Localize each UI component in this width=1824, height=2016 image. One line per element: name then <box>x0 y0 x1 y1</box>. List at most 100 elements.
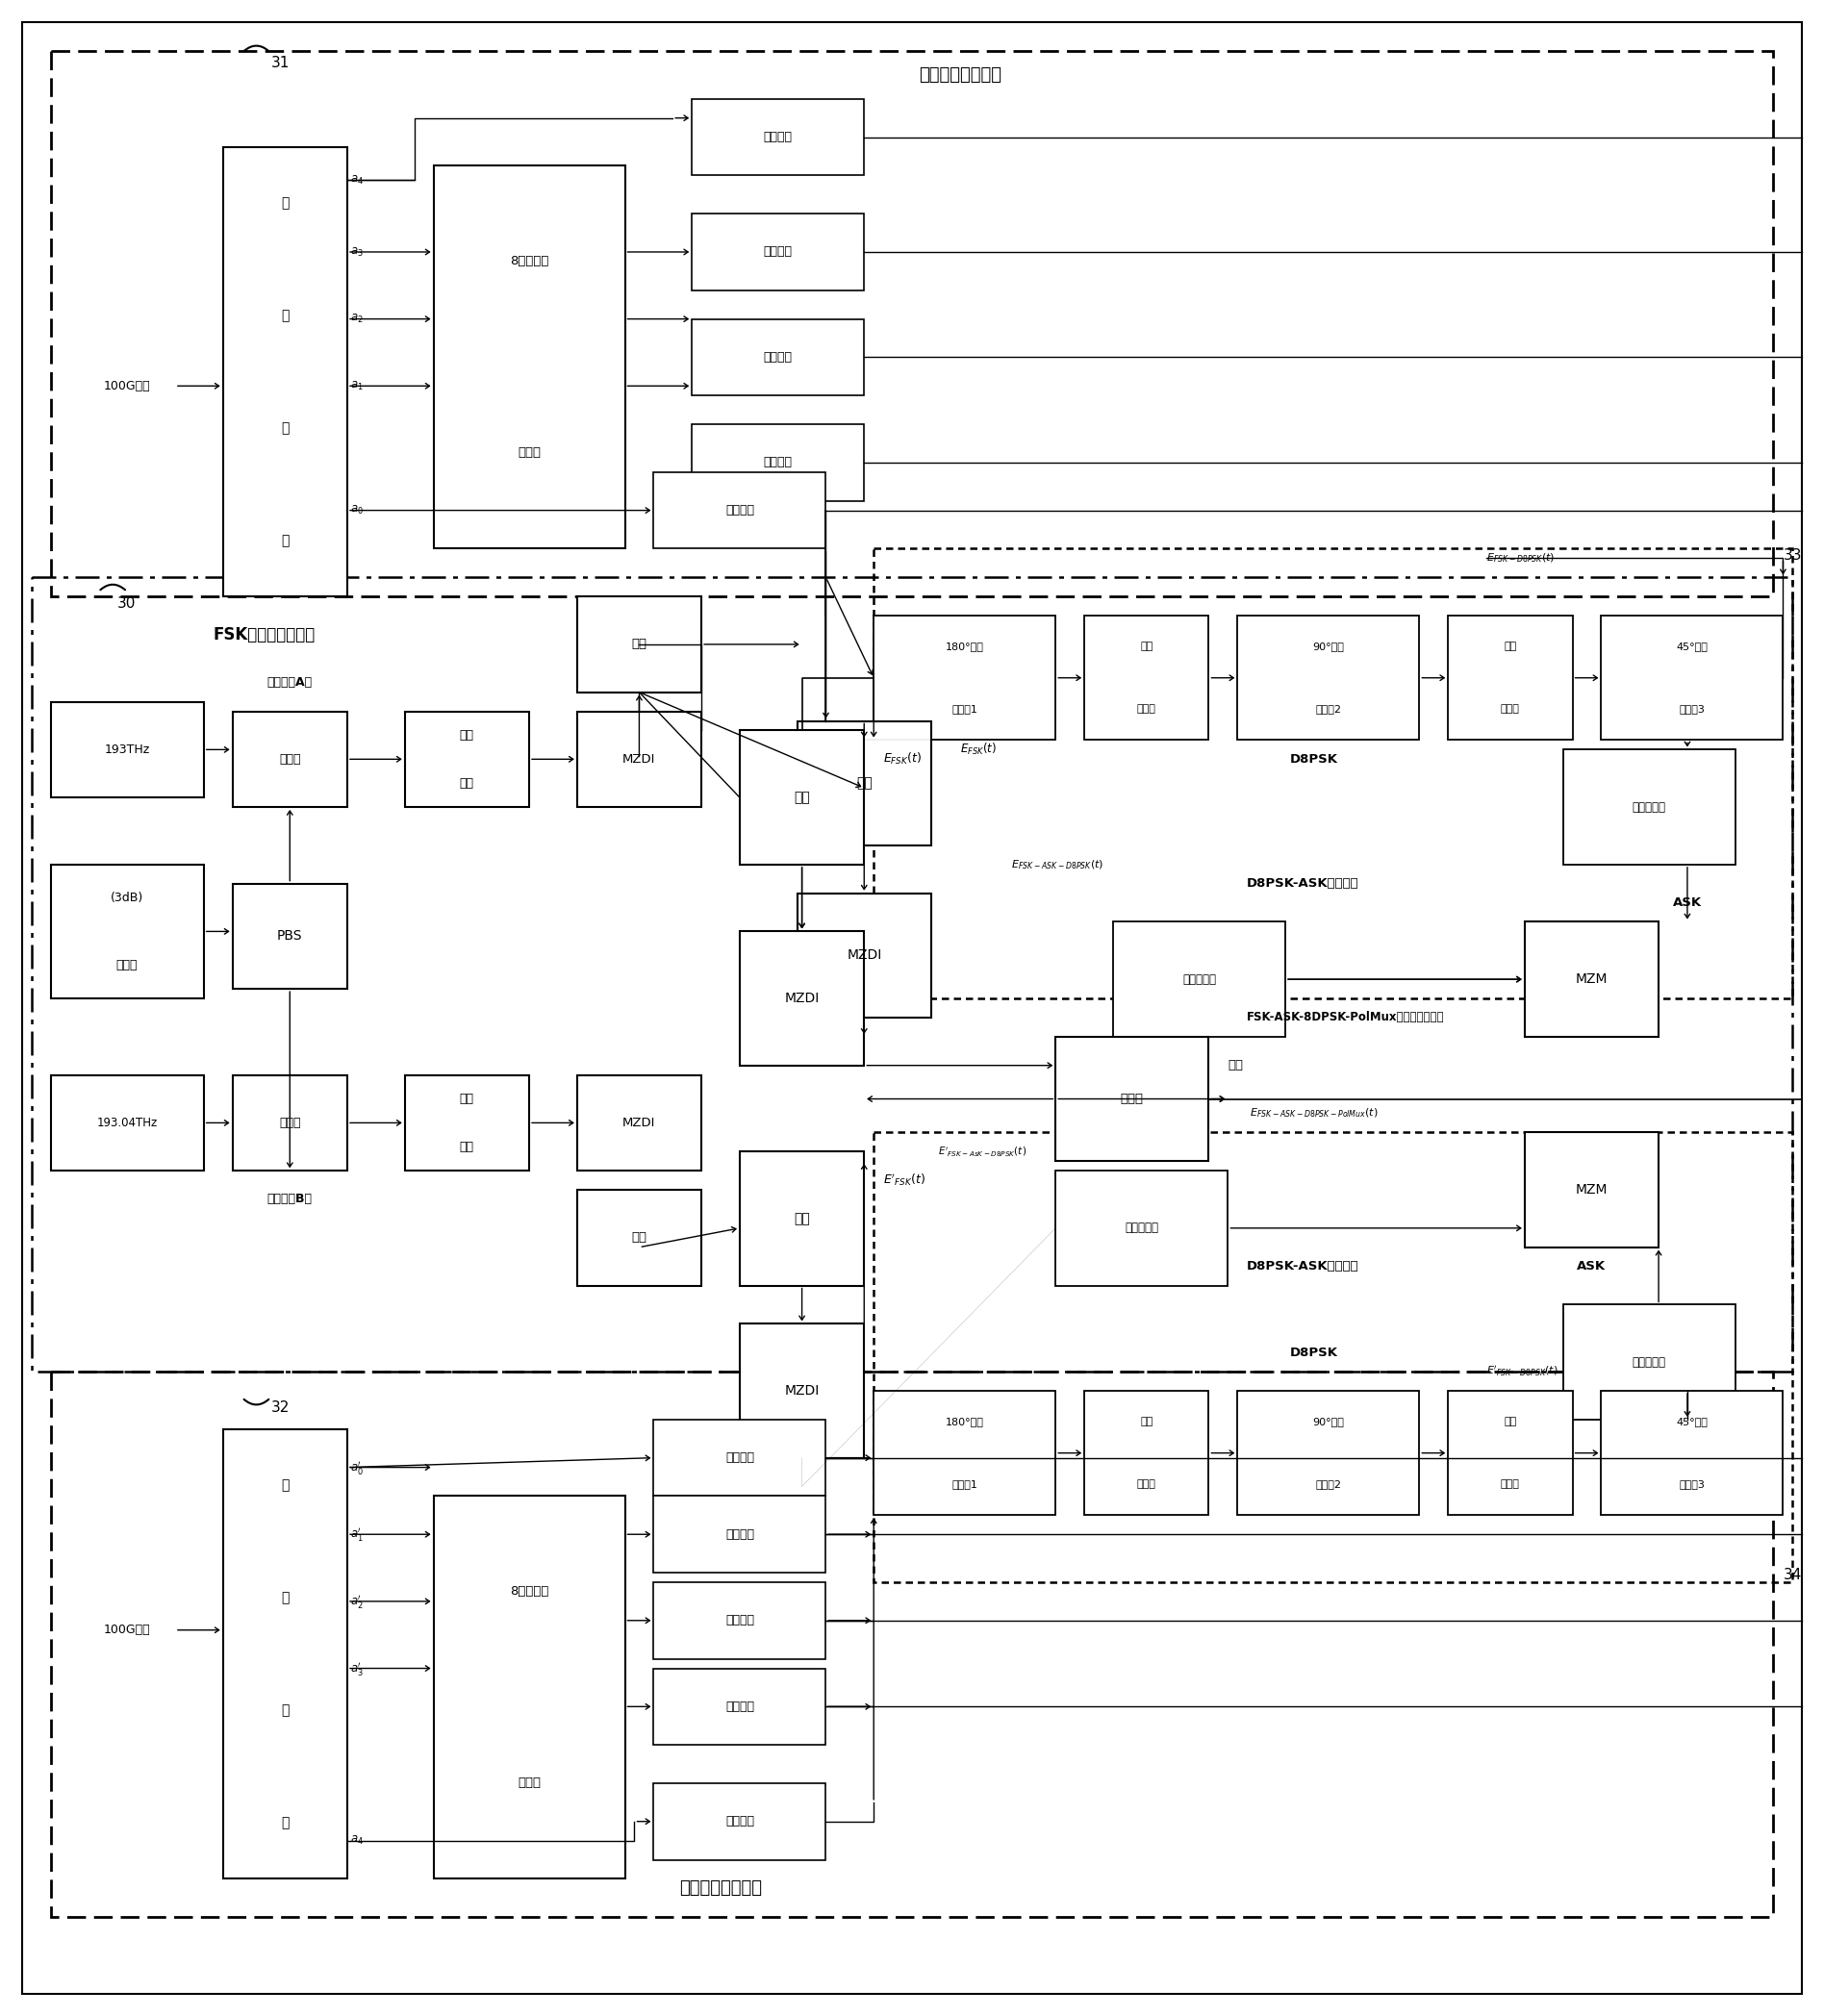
Bar <box>405 1075 529 1171</box>
Text: 8进制差分: 8进制差分 <box>509 256 549 268</box>
Text: 32: 32 <box>270 1401 290 1415</box>
Text: 耦合器: 耦合器 <box>117 960 139 972</box>
Text: MZM: MZM <box>1576 1183 1607 1198</box>
Text: 基带信号串并转换: 基带信号串并转换 <box>919 67 1001 83</box>
Text: 编码器: 编码器 <box>518 1776 540 1790</box>
Text: 差分: 差分 <box>855 776 872 790</box>
Bar <box>434 1496 626 1879</box>
Text: 控制器: 控制器 <box>1501 1480 1519 1490</box>
Bar <box>653 1669 826 1746</box>
Text: 脉冲成形: 脉冲成形 <box>764 131 792 143</box>
Text: 调制: 调制 <box>460 1141 474 1153</box>
Text: $E'_{FSK}(t)$: $E'_{FSK}(t)$ <box>883 1171 925 1187</box>
Text: 脉冲成形: 脉冲成形 <box>726 1528 753 1540</box>
Bar <box>223 1429 347 1879</box>
Text: 并: 并 <box>281 308 288 323</box>
Text: 100G数据: 100G数据 <box>104 379 151 393</box>
Bar <box>1525 921 1658 1036</box>
Text: 基带信号串并转换: 基带信号串并转换 <box>679 1879 762 1897</box>
Bar <box>653 1583 826 1659</box>
Bar <box>1056 1171 1228 1286</box>
Text: 并: 并 <box>281 1591 288 1605</box>
Bar <box>874 615 1056 740</box>
Bar <box>691 214 865 290</box>
Text: 偏振: 偏振 <box>1140 641 1153 651</box>
Text: D8PSK-ASK串行调制: D8PSK-ASK串行调制 <box>1248 1260 1359 1272</box>
Text: 调制器2: 调制器2 <box>1315 1480 1341 1490</box>
Bar <box>874 1391 1056 1516</box>
Bar <box>1083 615 1209 740</box>
Text: 脉冲成形: 脉冲成形 <box>764 456 792 470</box>
Bar <box>653 1784 826 1859</box>
Bar <box>691 99 865 175</box>
Bar <box>874 548 1793 998</box>
Text: 偏振: 偏振 <box>1140 1417 1153 1427</box>
Text: 控制器: 控制器 <box>1136 704 1156 714</box>
Text: ASK: ASK <box>1673 897 1702 909</box>
Text: MZDI: MZDI <box>622 752 657 766</box>
Bar <box>232 1075 347 1171</box>
Bar <box>1083 1391 1209 1516</box>
Text: 30: 30 <box>117 597 137 611</box>
Text: $a_1$: $a_1$ <box>350 379 363 393</box>
Text: 相位: 相位 <box>460 730 474 742</box>
Text: 放大: 放大 <box>1228 1058 1244 1073</box>
Text: 差分: 差分 <box>631 639 648 651</box>
Bar <box>797 722 930 845</box>
Text: 脉冲成形: 脉冲成形 <box>726 1452 753 1464</box>
Bar <box>1601 615 1784 740</box>
Bar <box>405 712 529 806</box>
Text: 编码器: 编码器 <box>518 448 540 460</box>
Text: $E'_{FSK-D8PSK}(t)$: $E'_{FSK-D8PSK}(t)$ <box>1487 1365 1558 1379</box>
Text: 34: 34 <box>1784 1568 1802 1583</box>
Text: (3dB): (3dB) <box>111 891 144 905</box>
Text: 脉冲成形: 脉冲成形 <box>764 246 792 258</box>
Text: $E_{FSK-ASK-D8PSK}(t)$: $E_{FSK-ASK-D8PSK}(t)$ <box>1010 859 1104 871</box>
Text: $a_4$: $a_4$ <box>350 1835 363 1847</box>
Text: $a_3$: $a_3$ <box>350 246 363 258</box>
Text: $E_{FSK-ASK-D8PSK-PolMux}(t)$: $E_{FSK-ASK-D8PSK-PolMux}(t)$ <box>1249 1107 1379 1119</box>
Text: 90°相位: 90°相位 <box>1313 641 1344 651</box>
Text: 差分: 差分 <box>793 1212 810 1226</box>
Text: 调制器3: 调制器3 <box>1680 1480 1705 1490</box>
Text: 脉冲成形: 脉冲成形 <box>726 1615 753 1627</box>
Bar <box>51 702 204 798</box>
Text: $a_2'$: $a_2'$ <box>350 1593 363 1611</box>
Bar <box>1237 1391 1419 1516</box>
Text: $E'_{FSK-AsK-D8PSK}(t)$: $E'_{FSK-AsK-D8PSK}(t)$ <box>938 1145 1027 1159</box>
Text: $a_3'$: $a_3'$ <box>350 1659 363 1677</box>
Bar <box>653 1419 826 1496</box>
Bar <box>51 865 204 998</box>
Text: 脉冲成形: 脉冲成形 <box>764 351 792 363</box>
Text: D8PSK-ASK串行调制: D8PSK-ASK串行调制 <box>1248 877 1359 889</box>
Text: $a_0'$: $a_0'$ <box>350 1460 363 1476</box>
Bar <box>434 165 626 548</box>
Text: D8PSK: D8PSK <box>1290 1347 1339 1359</box>
Text: $a_4$: $a_4$ <box>350 173 363 187</box>
Bar <box>741 1325 865 1458</box>
Bar <box>1237 615 1419 740</box>
Text: 换: 换 <box>281 1816 288 1829</box>
Text: FSK信号的偏振复用: FSK信号的偏振复用 <box>213 627 316 643</box>
Text: 偏振控制器: 偏振控制器 <box>1182 974 1217 986</box>
Bar <box>576 597 702 691</box>
Text: 180°相位: 180°相位 <box>945 1417 983 1427</box>
Text: $a_0$: $a_0$ <box>350 504 363 516</box>
Bar <box>576 712 702 806</box>
Text: 90°相位: 90°相位 <box>1313 1417 1344 1427</box>
Text: 控制器: 控制器 <box>1136 1480 1156 1490</box>
Text: 脉冲成形: 脉冲成形 <box>726 504 753 516</box>
Bar <box>1448 1391 1572 1516</box>
Text: $E_{FSK-D8PSK}(t)$: $E_{FSK-D8PSK}(t)$ <box>1487 552 1554 564</box>
Bar <box>31 577 1793 1371</box>
Text: 偏振控制器: 偏振控制器 <box>1632 800 1665 812</box>
Bar <box>232 883 347 990</box>
Text: MZDI: MZDI <box>846 950 881 962</box>
Bar <box>51 50 1773 597</box>
Bar <box>1601 1391 1784 1516</box>
Text: 脉冲成形: 脉冲成形 <box>726 1699 753 1714</box>
Text: $E_{FSK}(t)$: $E_{FSK}(t)$ <box>959 742 996 758</box>
Text: 偏振: 偏振 <box>1503 641 1516 651</box>
Bar <box>1056 1036 1209 1161</box>
Text: 调制器2: 调制器2 <box>1315 704 1341 714</box>
